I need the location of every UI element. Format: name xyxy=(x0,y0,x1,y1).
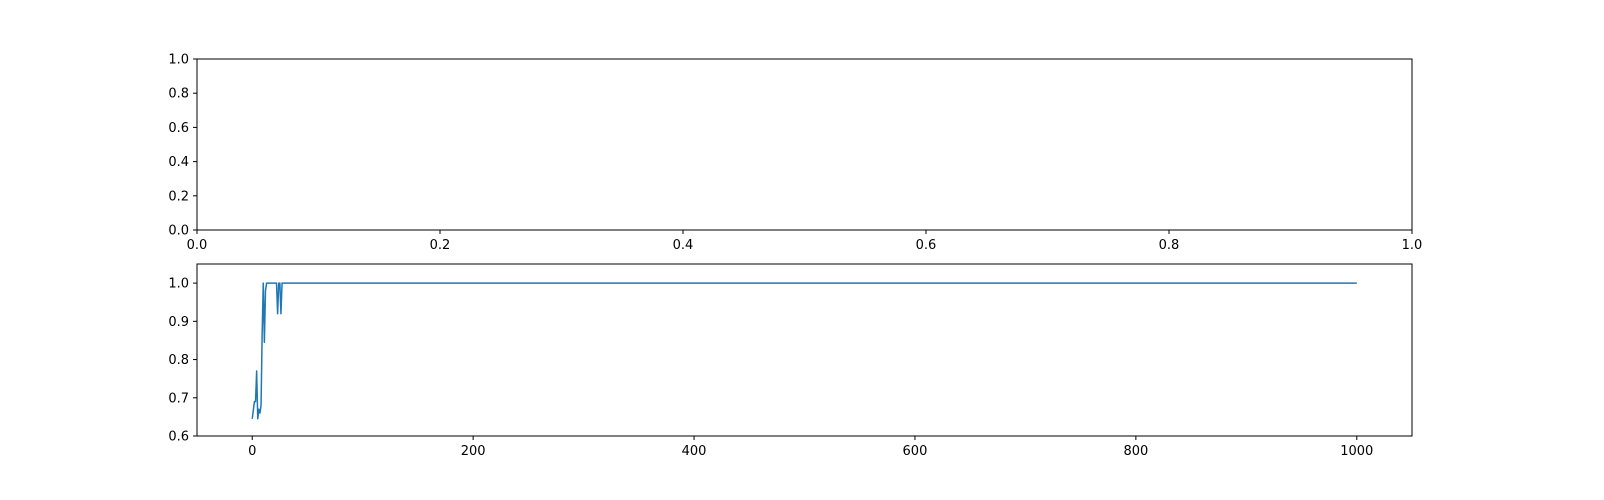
x-tick-label: 200 xyxy=(461,444,486,459)
x-tick-label: 400 xyxy=(682,444,707,459)
y-tick-label: 0.0 xyxy=(168,224,189,239)
x-tick-label: 0.4 xyxy=(673,238,694,253)
y-tick-label: 1.0 xyxy=(168,53,189,68)
x-tick-label: 1.0 xyxy=(1402,238,1423,253)
x-tick-label: 0 xyxy=(248,444,256,459)
x-tick-label: 1000 xyxy=(1340,444,1373,459)
y-tick-label: 0.8 xyxy=(168,353,189,368)
y-tick-label: 0.8 xyxy=(168,87,189,102)
x-tick-label: 800 xyxy=(1123,444,1148,459)
x-tick-label: 0.2 xyxy=(430,238,451,253)
x-tick-label: 0.0 xyxy=(187,238,208,253)
y-tick-label: 0.4 xyxy=(168,155,189,170)
y-tick-label: 0.2 xyxy=(168,189,189,204)
series-line-0 xyxy=(251,282,1357,420)
y-tick-label: 0.9 xyxy=(168,315,189,330)
top-axes: 0.0 0.2 0.4 0.6 0.8 1.0 0.0 0.2 0.4 0.6 0.8 1.0 xyxy=(168,53,1422,254)
y-tick-label: 0.6 xyxy=(168,121,189,136)
y-tick-label: 0.6 xyxy=(168,430,189,445)
bottom-axes: 0 200 400 600 800 1000 0.6 0.7 0.8 0.9 1.0 xyxy=(168,263,1413,459)
x-tick-label: 0.8 xyxy=(1159,238,1180,253)
y-tick-label: 0.7 xyxy=(168,391,189,406)
x-tick-label: 600 xyxy=(903,444,928,459)
axes-frame xyxy=(196,263,1413,437)
x-tick-label: 0.6 xyxy=(916,238,937,253)
y-tick-label: 1.0 xyxy=(168,277,189,292)
axes-frame xyxy=(196,58,1413,231)
